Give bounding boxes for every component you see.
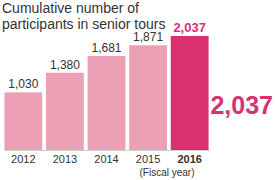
- data-label: 1,380: [50, 58, 80, 72]
- tick: 2012: [11, 150, 35, 165]
- bars: [4, 36, 208, 150]
- tick-label: 2015: [136, 153, 160, 165]
- axis-line: [5, 150, 210, 151]
- x-axis-label: (Fiscal year): [139, 167, 194, 178]
- tick-label: 2013: [53, 153, 77, 165]
- bar: [46, 73, 84, 150]
- data-label: 1,871: [133, 30, 163, 44]
- bar: [88, 56, 126, 150]
- chart: Cumulative number ofparticipants in seni…: [0, 0, 275, 180]
- tick: 2014: [94, 150, 118, 165]
- tick: 2015: [136, 150, 160, 165]
- annotation: 2,037: [210, 91, 273, 119]
- data-label: 1,681: [91, 41, 121, 55]
- tick: 2016: [177, 150, 201, 165]
- tick-label: 2012: [11, 153, 35, 165]
- data-label: 2,037: [173, 20, 206, 35]
- title: Cumulative number ofparticipants in seni…: [2, 0, 165, 32]
- bar: [129, 45, 167, 150]
- bar: [171, 36, 209, 150]
- tick-label: 2014: [94, 153, 118, 165]
- tick: 2013: [53, 150, 77, 165]
- x-axis: 2012 2013 2014 2015 2016: [5, 150, 210, 165]
- tick-label: 2016: [177, 153, 201, 165]
- data-label: 1,030: [8, 77, 38, 91]
- data-labels: 1,030 1,380 1,681 1,871 2,037: [8, 20, 206, 91]
- bar: [4, 92, 42, 150]
- title-line: Cumulative number of: [2, 0, 139, 16]
